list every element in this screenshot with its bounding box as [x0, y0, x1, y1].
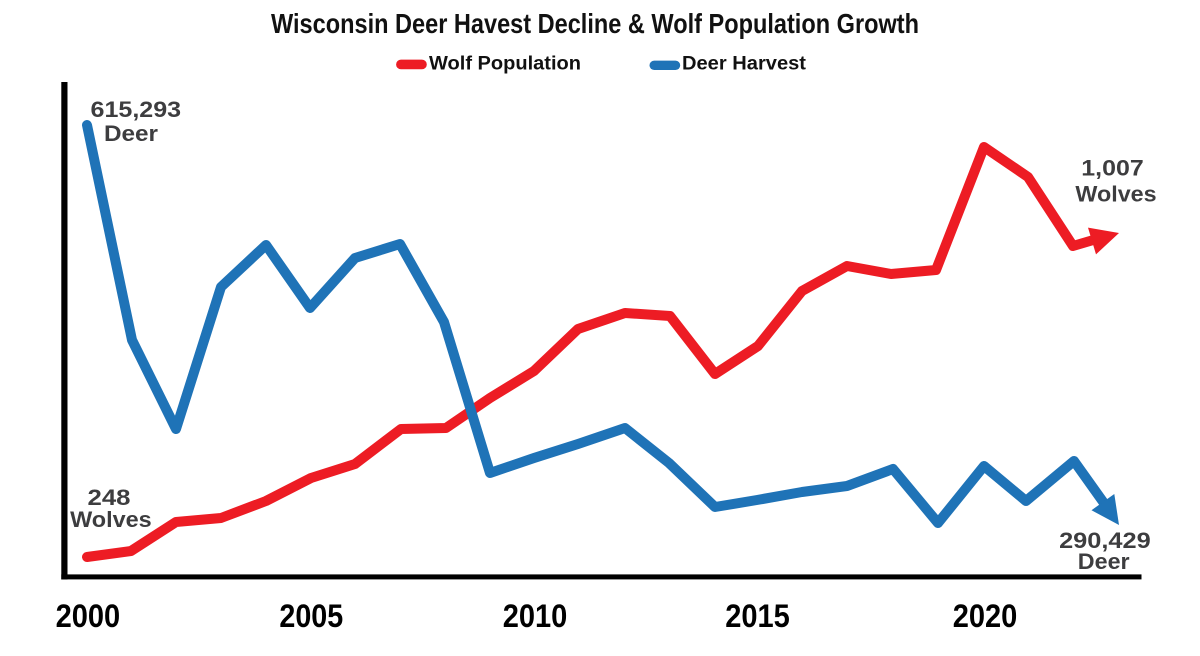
- svg-text:Wisconsin Deer Havest Decline: Wisconsin Deer Havest Decline & Wolf Pop…: [271, 8, 919, 39]
- svg-text:Wolves: Wolves: [70, 507, 152, 532]
- svg-text:Deer: Deer: [1078, 549, 1130, 574]
- svg-text:Wolf Population: Wolf Population: [429, 54, 581, 75]
- svg-text:Deer: Deer: [104, 121, 158, 146]
- svg-text:2010: 2010: [503, 598, 568, 634]
- svg-text:2005: 2005: [279, 598, 343, 634]
- svg-text:290,429: 290,429: [1059, 528, 1151, 553]
- svg-text:2015: 2015: [725, 598, 790, 634]
- svg-text:Deer Harvest: Deer Harvest: [682, 54, 807, 75]
- svg-text:1,007: 1,007: [1081, 155, 1143, 180]
- svg-text:Wolves: Wolves: [1075, 182, 1156, 207]
- svg-text:2020: 2020: [953, 598, 1018, 634]
- svg-text:2000: 2000: [56, 598, 121, 634]
- svg-text:615,293: 615,293: [91, 97, 182, 122]
- svg-text:248: 248: [88, 485, 131, 510]
